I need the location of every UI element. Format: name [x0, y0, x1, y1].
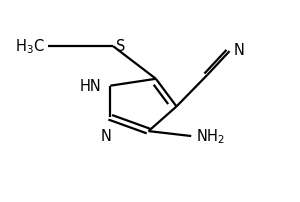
Text: S: S	[116, 39, 125, 54]
Text: N: N	[234, 42, 245, 57]
Text: N: N	[100, 128, 111, 143]
Text: HN: HN	[80, 79, 101, 94]
Text: H$_3$C: H$_3$C	[15, 37, 45, 55]
Text: NH$_2$: NH$_2$	[196, 127, 225, 146]
